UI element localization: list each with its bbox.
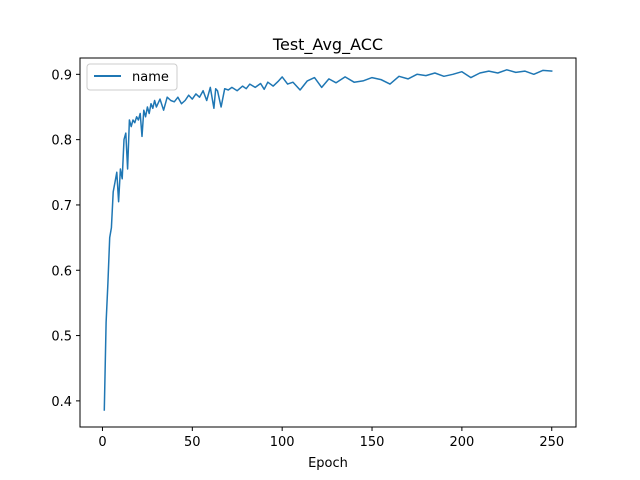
series-line-name — [103, 69, 553, 411]
x-tick-label: 100 — [270, 435, 295, 450]
y-tick-label: 0.4 — [51, 395, 72, 410]
y-tick-label: 0.7 — [51, 199, 72, 214]
y-tick-label: 0.6 — [51, 264, 72, 279]
chart-title: Test_Avg_ACC — [272, 35, 383, 55]
plot-area — [103, 69, 553, 411]
x-axis-label: Epoch — [308, 456, 348, 471]
x-tick-label: 250 — [539, 435, 564, 450]
legend-label-name: name — [132, 70, 169, 85]
y-tick-label: 0.9 — [51, 68, 72, 83]
x-tick-label: 200 — [449, 435, 474, 450]
x-tick-label: 50 — [184, 435, 201, 450]
legend-frame — [86, 63, 178, 91]
axes-frame — [79, 57, 577, 428]
y-tick-label: 0.8 — [51, 134, 72, 149]
x-tick-label: 0 — [98, 435, 106, 450]
legend: name — [86, 63, 178, 91]
y-tick-label: 0.5 — [51, 330, 72, 345]
x-tick-label: 150 — [360, 435, 385, 450]
axes: 0 50 100 150 200 250 0.4 0.5 0.6 0.7 0.8 0.9 — [51, 57, 577, 450]
